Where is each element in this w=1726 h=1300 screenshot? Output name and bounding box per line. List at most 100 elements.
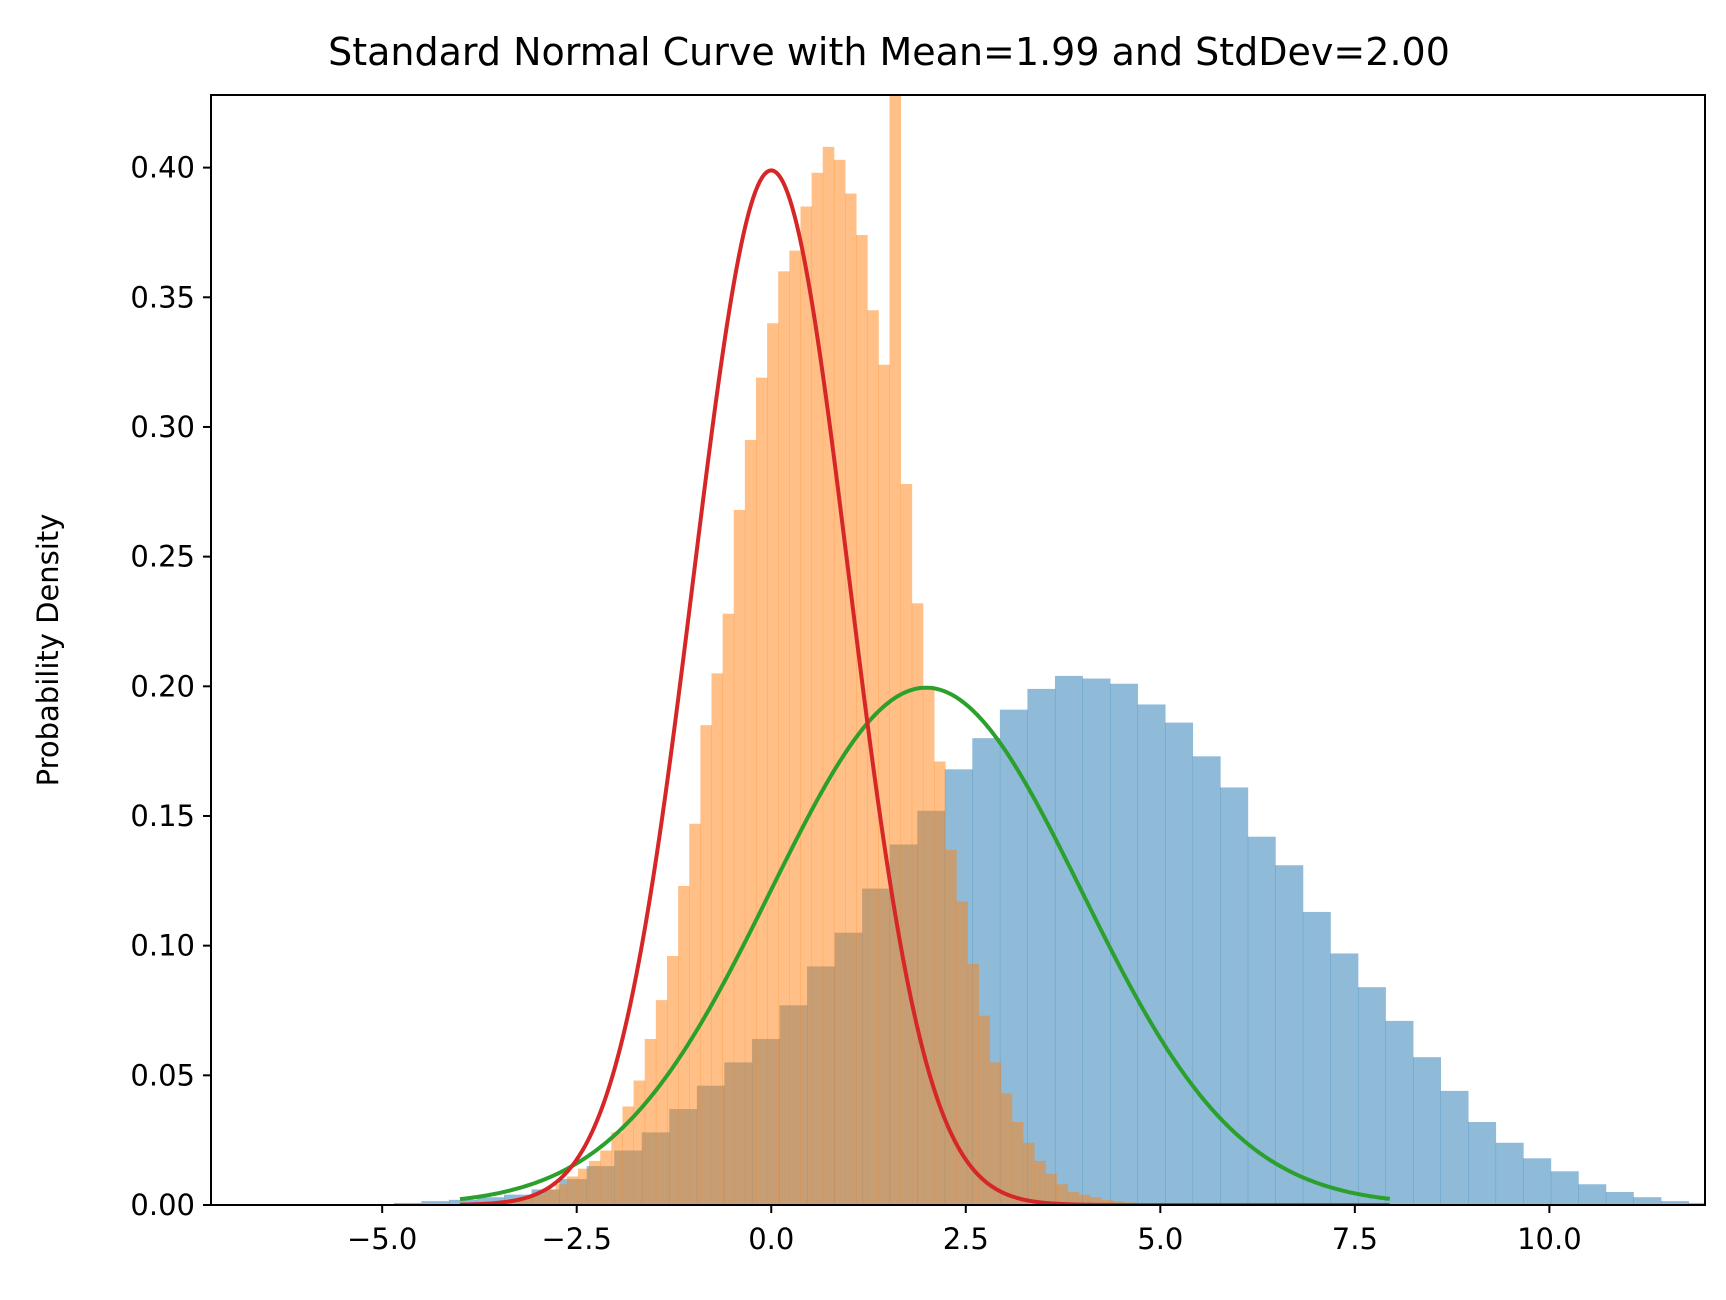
- histogram-bar: [789, 250, 801, 1205]
- histogram-bar: [1045, 1173, 1057, 1205]
- histogram-bar: [1056, 1184, 1068, 1205]
- histogram-bar: [1089, 1197, 1102, 1205]
- histogram-bar: [822, 146, 835, 1205]
- histogram-bar: [522, 1197, 534, 1205]
- y-tick-label: 0.05: [130, 1058, 195, 1092]
- histogram-bar: [655, 1000, 668, 1205]
- histogram-bar: [1440, 1090, 1469, 1205]
- histogram-bar: [978, 1015, 991, 1205]
- histogram-bar: [1302, 911, 1331, 1205]
- histogram-bar: [800, 206, 813, 1205]
- histogram-bar: [1468, 1122, 1497, 1205]
- y-axis-label: Probability Density: [31, 514, 65, 787]
- histogram-bar: [878, 364, 890, 1205]
- x-tick-label: 0.0: [748, 1222, 794, 1256]
- histogram-bar: [900, 484, 913, 1205]
- histogram-0: [393, 675, 1705, 1205]
- histogram-bar: [393, 1202, 422, 1205]
- histogram-bar: [1578, 1184, 1607, 1205]
- histogram-bar: [767, 323, 779, 1205]
- histogram-bar: [934, 761, 946, 1205]
- y-tick-label: 0.35: [130, 280, 195, 314]
- plot-frame: [210, 94, 1706, 1206]
- histogram-bar: [1078, 1194, 1091, 1205]
- x-tick-label: 10.0: [1517, 1222, 1582, 1256]
- y-tick-label: 0.25: [130, 540, 195, 574]
- histogram-bar: [577, 1168, 590, 1205]
- pdf-curve-1: [459, 168, 1390, 1205]
- histogram-bar: [967, 963, 979, 1205]
- histogram-bar: [1275, 865, 1304, 1205]
- x-tick-label: −5.0: [347, 1222, 417, 1256]
- plot-area: −5.0 −2.5 0.0 2.5 5.0 7.5 10.0 0.00 0.05 0.10 0.15…: [130, 94, 1706, 1256]
- histogram-bar: [1550, 1171, 1579, 1205]
- histogram-bar: [845, 193, 857, 1205]
- histogram-bar: [1067, 1192, 1080, 1205]
- histogram-bar: [1688, 1202, 1705, 1205]
- histogram-bar: [922, 686, 935, 1205]
- histogram-bar: [956, 901, 968, 1205]
- y-tick-label: 0.10: [130, 929, 195, 963]
- y-tick-label: 0.00: [130, 1188, 195, 1222]
- histogram-bar: [566, 1176, 579, 1205]
- chart-title: Standard Normal Curve with Mean=1.99 and…: [328, 30, 1450, 74]
- histogram-bar: [1220, 787, 1249, 1205]
- histogram-bar: [1660, 1201, 1689, 1205]
- x-tick-label: 5.0: [1137, 1222, 1183, 1256]
- x-tick-label: 7.5: [1332, 1222, 1378, 1256]
- histogram-bar: [811, 172, 824, 1205]
- histogram-bar: [778, 271, 790, 1205]
- histogram-bar: [989, 1062, 1002, 1205]
- histogram-bar: [733, 509, 746, 1205]
- histogram-bar: [1000, 1093, 1013, 1205]
- histogram-bar: [1054, 675, 1083, 1205]
- y-tick-label: 0.15: [130, 799, 195, 833]
- histogram-bar: [755, 377, 768, 1205]
- histogram-bar: [644, 1039, 657, 1205]
- x-tick-label: 2.5: [943, 1222, 989, 1256]
- histogram-bar: [589, 1160, 601, 1205]
- y-tick-label: 0.20: [130, 669, 195, 703]
- histogram-bar: [1413, 1057, 1441, 1205]
- histogram-bar: [678, 886, 690, 1205]
- histogram-bar: [1034, 1160, 1046, 1205]
- histogram-bar: [945, 849, 957, 1205]
- y-tick-label: 0.40: [130, 151, 195, 185]
- histogram-bar: [833, 159, 846, 1205]
- histogram-bar: [1357, 987, 1386, 1205]
- histogram-bar: [555, 1184, 568, 1205]
- y-tick-label: 0.30: [130, 410, 195, 444]
- histogram-bar: [689, 823, 701, 1205]
- histogram-bar: [448, 1199, 477, 1205]
- histogram-bar: [856, 235, 868, 1205]
- histogram-bar: [1247, 836, 1276, 1205]
- histogram-bar: [1100, 1199, 1113, 1205]
- histogram-bar: [421, 1201, 450, 1205]
- x-tick-label: −2.5: [542, 1222, 612, 1256]
- histogram-bar: [533, 1194, 545, 1205]
- histogram-bar: [1110, 683, 1138, 1205]
- histogram-bar: [722, 613, 735, 1205]
- histogram-bar: [1523, 1158, 1552, 1205]
- histogram-bar: [1385, 1020, 1414, 1205]
- histogram-bar: [1633, 1197, 1662, 1205]
- pdf-curve-0: [459, 685, 1391, 1202]
- histogram-bar: [611, 1132, 623, 1205]
- histogram-bar: [1192, 756, 1221, 1205]
- histogram-bar: [666, 956, 679, 1205]
- histogram-bar: [1330, 953, 1359, 1205]
- histogram-bar: [511, 1199, 523, 1205]
- histogram-bar: [700, 725, 712, 1205]
- histogram-bar: [476, 1197, 505, 1205]
- histogram-bar: [633, 1080, 646, 1205]
- histogram-bar: [911, 603, 924, 1205]
- histogram-bar: [544, 1189, 557, 1205]
- histogram-bar: [1023, 1142, 1035, 1205]
- histogram-bar: [1605, 1192, 1634, 1205]
- histogram-bar: [1495, 1142, 1524, 1205]
- histogram-bar: [744, 439, 757, 1205]
- histogram-bar: [600, 1150, 612, 1205]
- histogram-bar: [1137, 704, 1166, 1205]
- histogram-bar: [1165, 722, 1194, 1205]
